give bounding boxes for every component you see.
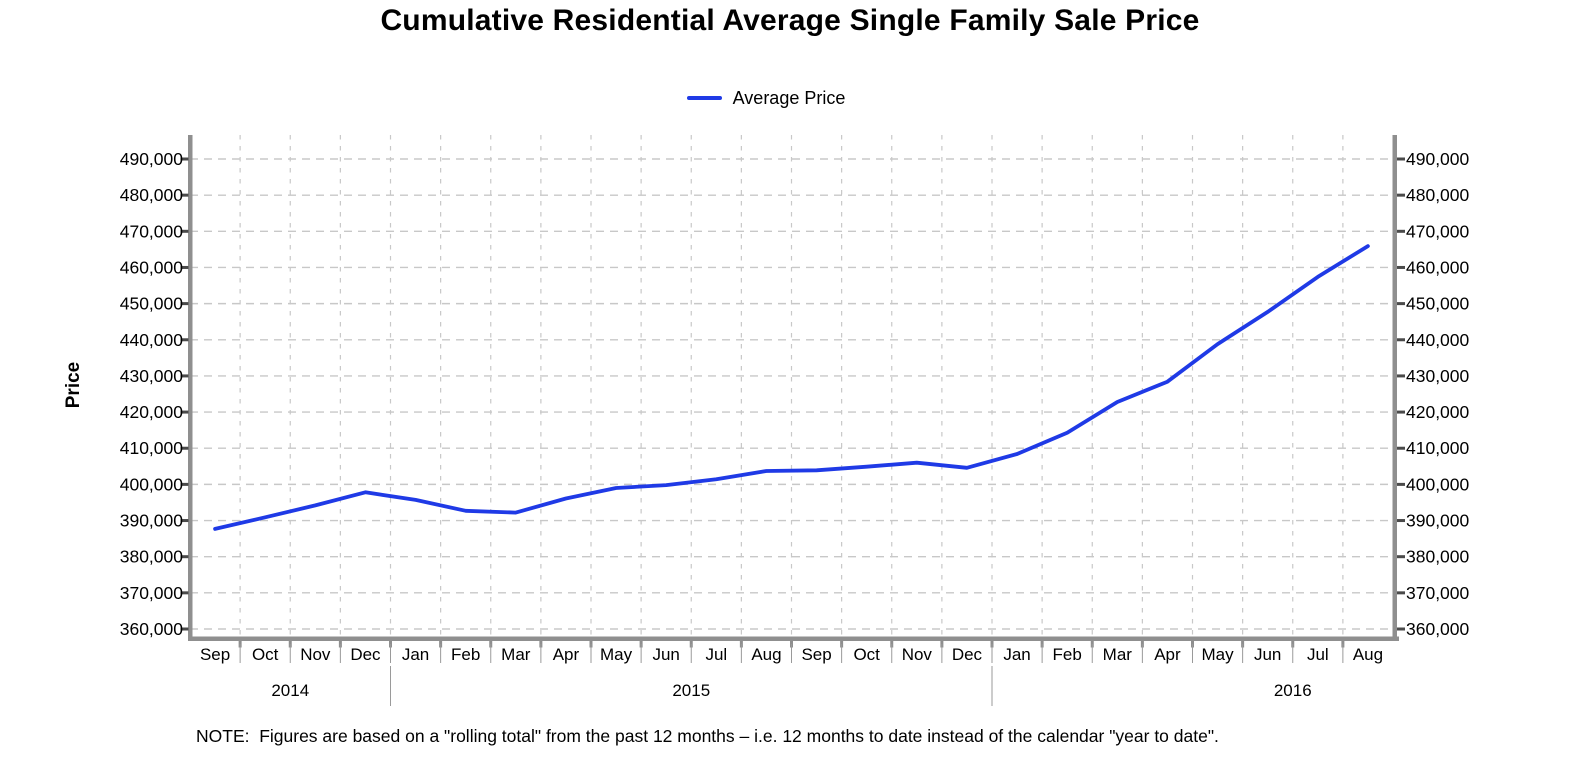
svg-text:480,000: 480,000 — [1406, 185, 1470, 205]
gridlines — [190, 135, 1393, 636]
svg-text:Dec: Dec — [952, 645, 983, 664]
svg-text:Sep: Sep — [801, 645, 831, 664]
svg-text:Oct: Oct — [853, 645, 880, 664]
svg-text:450,000: 450,000 — [120, 294, 184, 314]
chart-title: Cumulative Residential Average Single Fa… — [380, 4, 1200, 37]
svg-text:480,000: 480,000 — [120, 185, 184, 205]
svg-text:Jun: Jun — [652, 645, 679, 664]
svg-text:460,000: 460,000 — [1406, 257, 1470, 277]
svg-text:410,000: 410,000 — [120, 438, 184, 458]
svg-text:470,000: 470,000 — [1406, 221, 1470, 241]
svg-text:380,000: 380,000 — [120, 547, 184, 567]
svg-text:Mar: Mar — [501, 645, 531, 664]
svg-text:Aug: Aug — [751, 645, 781, 664]
legend-label: Average Price — [732, 87, 846, 108]
svg-text:360,000: 360,000 — [1406, 619, 1470, 639]
svg-text:490,000: 490,000 — [120, 149, 184, 169]
axis-frame — [188, 135, 1399, 641]
svg-text:May: May — [1202, 645, 1235, 664]
svg-text:Nov: Nov — [300, 645, 331, 664]
svg-text:Oct: Oct — [252, 645, 279, 664]
legend-line-swatch — [686, 96, 722, 100]
svg-text:490,000: 490,000 — [1406, 149, 1470, 169]
average-price-line — [213, 244, 1370, 531]
svg-text:380,000: 380,000 — [1406, 547, 1470, 567]
svg-text:Apr: Apr — [553, 645, 580, 664]
svg-text:430,000: 430,000 — [120, 366, 184, 386]
svg-text:Jan: Jan — [402, 645, 429, 664]
svg-text:Nov: Nov — [902, 645, 933, 664]
svg-text:Jan: Jan — [1003, 645, 1030, 664]
svg-text:390,000: 390,000 — [120, 511, 184, 531]
svg-text:400,000: 400,000 — [120, 474, 184, 494]
svg-text:Aug: Aug — [1353, 645, 1383, 664]
svg-text:390,000: 390,000 — [1406, 511, 1470, 531]
x-axis-year-labels: 2014 2015 2016 — [271, 666, 1312, 706]
svg-text:2014: 2014 — [271, 681, 309, 700]
x-axis-month-labels: Sep Oct Nov Dec Jan Feb Mar Apr May Jun Jul Aug Sep O… — [200, 641, 1383, 664]
svg-text:370,000: 370,000 — [120, 583, 184, 603]
svg-text:2016: 2016 — [1274, 681, 1312, 700]
svg-text:430,000: 430,000 — [1406, 366, 1470, 386]
svg-text:Feb: Feb — [1053, 645, 1082, 664]
svg-text:420,000: 420,000 — [1406, 402, 1470, 422]
svg-text:Apr: Apr — [1154, 645, 1181, 664]
svg-text:420,000: 420,000 — [120, 402, 184, 422]
svg-text:Jun: Jun — [1254, 645, 1281, 664]
svg-text:400,000: 400,000 — [1406, 474, 1470, 494]
svg-text:460,000: 460,000 — [120, 257, 184, 277]
footnote: NOTE: Figures are based on a "rolling to… — [196, 726, 1219, 746]
svg-text:2015: 2015 — [672, 681, 710, 700]
svg-text:370,000: 370,000 — [1406, 583, 1470, 603]
svg-text:410,000: 410,000 — [1406, 438, 1470, 458]
svg-text:Feb: Feb — [451, 645, 480, 664]
svg-text:Sep: Sep — [200, 645, 230, 664]
svg-text:360,000: 360,000 — [120, 619, 184, 639]
legend: Average Price — [0, 87, 1532, 109]
svg-text:Jul: Jul — [1307, 645, 1329, 664]
svg-text:Jul: Jul — [705, 645, 727, 664]
y-axis-ticks-and-labels: 360,000 360,000 370,000 370,000 380,000 380,0… — [120, 149, 1470, 639]
svg-text:Dec: Dec — [350, 645, 381, 664]
svg-text:Mar: Mar — [1103, 645, 1133, 664]
svg-text:440,000: 440,000 — [1406, 330, 1470, 350]
svg-text:470,000: 470,000 — [120, 221, 184, 241]
svg-text:450,000: 450,000 — [1406, 294, 1470, 314]
svg-text:May: May — [600, 645, 633, 664]
svg-text:440,000: 440,000 — [120, 330, 184, 350]
